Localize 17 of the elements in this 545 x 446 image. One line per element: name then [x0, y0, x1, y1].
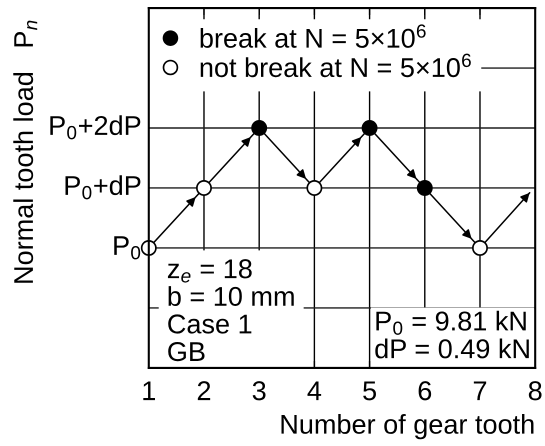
annotation: P$_{0}$ = 9.81 kN dP = 0.49 kN [375, 310, 529, 358]
x-tick-label: 7 [474, 381, 486, 400]
x-tick-label: 5 [363, 381, 376, 400]
x-tick-label: 2 [198, 381, 210, 400]
x-tick-label: 1 [143, 381, 155, 400]
x-axis-title: Number of gear tooth [282, 414, 534, 440]
ref-line-label: P$_{0}$ [114, 236, 140, 260]
x-tick-label: 6 [418, 381, 432, 400]
legend-label: break at N = 5×10$^{6}$ [200, 24, 426, 48]
y-axis-title: Normal tooth load P$_{n}$ [13, 20, 38, 283]
legend-label: not break at N = 5×10$^{6}$ [200, 54, 471, 78]
x-tick-label: 3 [252, 381, 266, 400]
ref-line-label: P$_{0}$+dP [66, 175, 140, 200]
ref-line-label: P$_{0}$+2dP [50, 115, 140, 140]
annotation: z$_{e}$ = 18 b = 10 mm Case 1 GB [168, 259, 294, 362]
x-tick-label: 4 [307, 381, 322, 400]
x-tick-label: 8 [528, 381, 542, 400]
